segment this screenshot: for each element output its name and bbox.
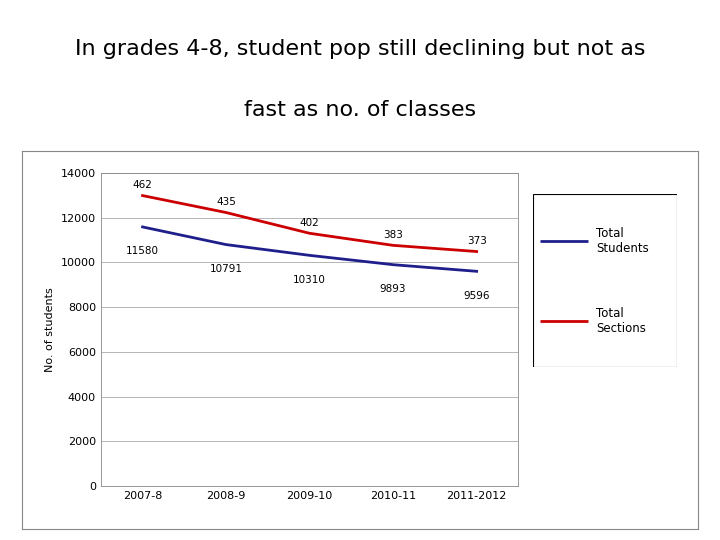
- Text: 10310: 10310: [293, 275, 326, 285]
- Text: Total
Sections: Total Sections: [596, 307, 646, 335]
- Text: In grades 4-8, student pop still declining but not as: In grades 4-8, student pop still declini…: [75, 39, 645, 59]
- Text: 402: 402: [300, 218, 320, 228]
- Text: 462: 462: [132, 180, 153, 190]
- Y-axis label: No. of students: No. of students: [45, 287, 55, 372]
- Text: 10791: 10791: [210, 264, 243, 274]
- Text: 383: 383: [383, 230, 403, 240]
- Text: 435: 435: [216, 197, 236, 207]
- Text: 373: 373: [467, 236, 487, 246]
- Text: Total
Students: Total Students: [596, 227, 649, 255]
- Text: 11580: 11580: [126, 246, 159, 256]
- Text: 9596: 9596: [464, 291, 490, 301]
- Text: fast as no. of classes: fast as no. of classes: [244, 99, 476, 119]
- Text: 9893: 9893: [380, 284, 406, 294]
